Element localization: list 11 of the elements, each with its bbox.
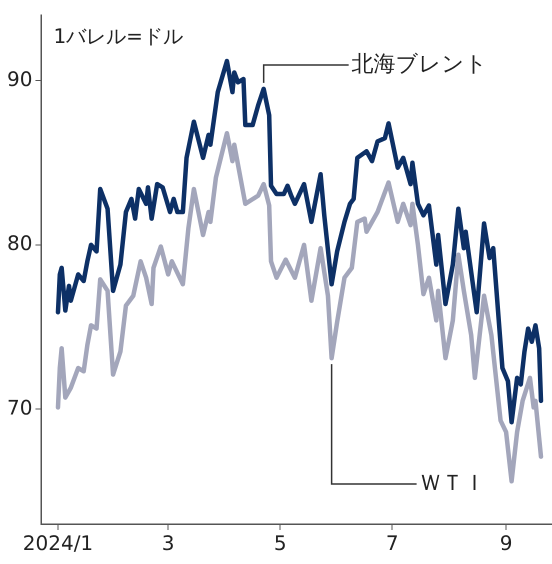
text: 北海ブレント: [352, 52, 488, 78]
y-tick-label: 80: [6, 231, 32, 256]
series-label: ＷＴＩ: [420, 470, 486, 496]
x-tick-label: 5: [274, 531, 287, 556]
y-tick-label: 90: [6, 66, 32, 91]
y-axis-title: 1バレル=ドル: [53, 24, 183, 48]
y-tick-label: 70: [6, 395, 32, 420]
x-tick-label: 7: [386, 531, 399, 556]
x-tick-label: 2024/1: [22, 531, 94, 556]
x-tick-label: 3: [162, 531, 175, 556]
x-tick-label: 9: [500, 531, 512, 556]
